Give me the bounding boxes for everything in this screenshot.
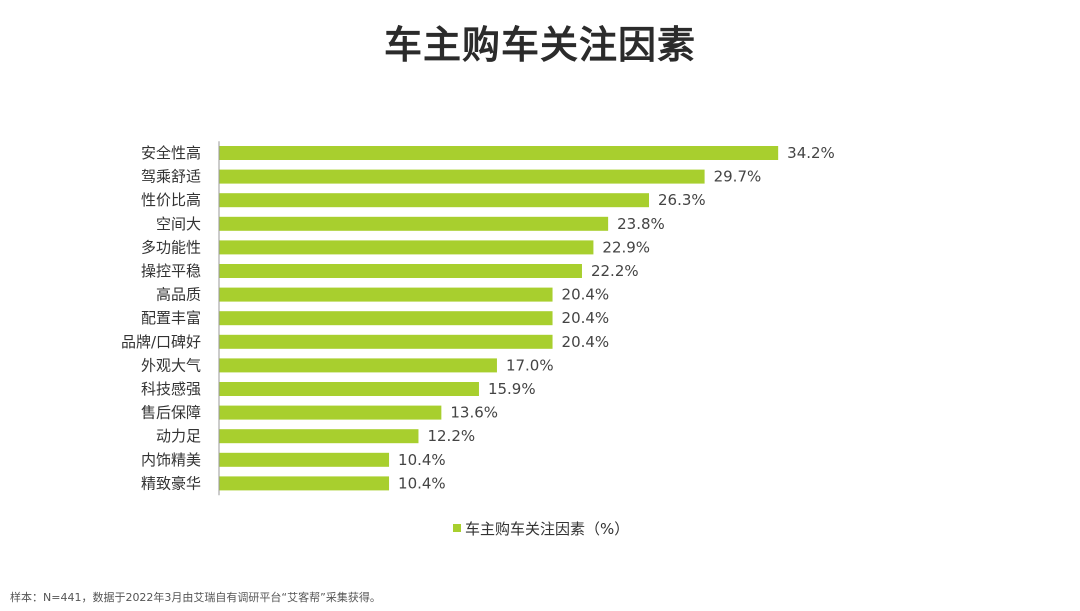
value-label: 20.4% [562, 309, 610, 327]
value-label: 12.2% [427, 427, 475, 445]
category-label: 售后保障 [141, 404, 201, 422]
value-label: 26.3% [658, 191, 706, 209]
footnote: 样本：N=441，数据于2022年3月由艾瑞自有调研平台“艾客帮”采集获得。 [10, 591, 381, 604]
category-label: 空间大 [156, 215, 201, 233]
value-label: 23.8% [617, 215, 665, 233]
bar [219, 264, 582, 278]
bars [219, 146, 779, 491]
value-label: 13.6% [450, 404, 498, 422]
bar [219, 358, 497, 373]
value-label: 34.2% [787, 144, 835, 162]
value-label: 17.0% [506, 356, 554, 374]
bar [219, 429, 419, 444]
category-label: 精致豪华 [141, 474, 201, 492]
value-label: 10.4% [398, 451, 446, 469]
value-label: 15.9% [488, 380, 536, 398]
bar [219, 169, 705, 184]
category-label: 动力足 [156, 427, 201, 445]
legend: 车主购车关注因素（%） [453, 520, 629, 538]
value-labels: 34.2% 29.7% 26.3% 23.8% 22.9% 22.2% 20.4% 20.4%… [398, 144, 835, 492]
bar [219, 476, 390, 491]
category-label: 多功能性 [141, 238, 201, 256]
category-label: 配置丰富 [141, 309, 201, 327]
value-label: 10.4% [398, 474, 446, 492]
category-label: 安全性高 [141, 144, 201, 162]
value-label: 20.4% [562, 333, 610, 351]
bar [219, 311, 553, 326]
value-label: 20.4% [562, 286, 610, 304]
bar [219, 240, 594, 255]
category-label: 操控平稳 [141, 262, 201, 280]
bar [219, 405, 442, 420]
category-label: 驾乘舒适 [141, 168, 201, 186]
category-label: 外观大气 [141, 356, 201, 374]
bar [219, 193, 650, 208]
value-label: 29.7% [714, 168, 762, 186]
value-label: 22.9% [602, 238, 650, 256]
bar [219, 334, 553, 349]
category-labels: 安全性高驾乘舒适性价比高空间大多功能性操控平稳高品质配置丰富品牌/口碑好外观大气… [121, 144, 201, 492]
bar [219, 452, 390, 467]
legend-swatch [453, 524, 461, 532]
chart-title: 车主购车关注因素 [383, 23, 696, 67]
bar [219, 382, 479, 396]
legend-label: 车主购车关注因素（%） [465, 520, 629, 538]
bar [219, 287, 553, 302]
category-label: 科技感强 [141, 380, 201, 398]
bar [219, 146, 779, 160]
category-label: 性价比高 [141, 191, 201, 209]
category-label: 高品质 [156, 286, 201, 304]
value-label: 22.2% [591, 262, 639, 280]
category-label: 内饰精美 [141, 451, 201, 469]
bar [219, 216, 609, 231]
category-label: 品牌/口碑好 [121, 333, 201, 351]
